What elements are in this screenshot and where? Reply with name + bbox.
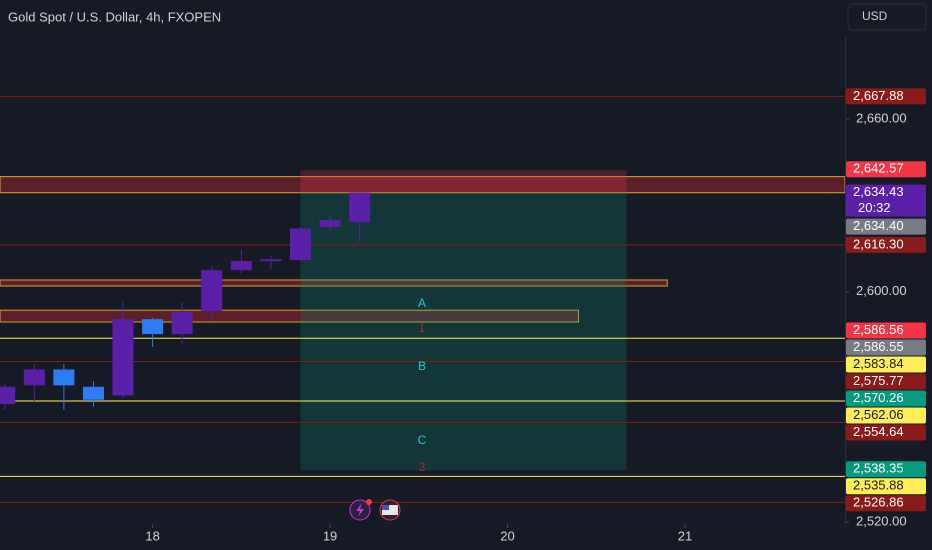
price-label-bg: [846, 339, 926, 356]
annotation: A: [418, 296, 426, 310]
price-axis: [845, 36, 846, 524]
price-label: 2,538.35: [853, 461, 904, 476]
price-label-bg: [846, 373, 926, 390]
flag: [382, 505, 398, 515]
price-label: 2,554.64: [853, 424, 904, 439]
price-label: 2,586.55: [853, 339, 904, 354]
y-tick-label: 2,660.00: [856, 110, 907, 125]
price-label-bg: [846, 88, 926, 105]
price-label: 2,634.40: [853, 218, 904, 233]
y-tick-label: 2,600.00: [856, 283, 907, 298]
x-tick-label: 20: [500, 528, 514, 543]
price-label: 2,570.26: [853, 390, 904, 405]
candle-body: [230, 260, 252, 271]
x-tick-label: 21: [678, 528, 692, 543]
currency-button[interactable]: [847, 3, 927, 31]
price-label-bg: [846, 407, 926, 424]
price-label-bg: [846, 356, 926, 373]
zone: [0, 309, 579, 323]
price-label: 2,535.88: [853, 478, 904, 493]
price-label: 2,616.30: [853, 236, 904, 251]
annotation: 1: [419, 321, 426, 335]
x-tick-label: 19: [323, 528, 337, 543]
price-label: 2,583.84: [853, 356, 904, 371]
event-icons[interactable]: [349, 499, 401, 521]
candle-body: [23, 369, 45, 386]
price-label-bg: [846, 184, 926, 217]
candle-body: [142, 319, 164, 335]
candle-body: [349, 192, 371, 223]
price-label: 2,634.43: [853, 184, 904, 199]
currency[interactable]: USD: [862, 9, 888, 23]
candle-body: [82, 386, 104, 400]
price-label: 2,562.06: [853, 407, 904, 422]
bolt: [356, 503, 364, 517]
target-zone: [300, 192, 627, 471]
y-tick-label: 2,520.00: [856, 514, 907, 529]
price-label-bg: [846, 161, 926, 178]
candle-body: [0, 386, 16, 405]
x-tick-label: 18: [145, 528, 159, 543]
annotation: C: [418, 433, 427, 447]
price-label-bg: [846, 495, 926, 512]
candle-body: [171, 311, 193, 335]
annotation: B: [418, 359, 426, 373]
zone: [0, 279, 668, 287]
dot: [366, 499, 372, 505]
stop-zone: [300, 170, 627, 193]
price-label: 2,575.77: [853, 373, 904, 388]
plot: [0, 95, 846, 503]
price-label-bg: [846, 322, 926, 339]
price-label: 2,526.86: [853, 495, 904, 510]
price-label-bg: [846, 478, 926, 495]
price-label-bg: [846, 424, 926, 441]
price-label: 2,642.57: [853, 161, 904, 176]
countdown: 20:32: [858, 200, 891, 215]
candle-body: [53, 369, 75, 386]
chart-title: Gold Spot / U.S. Dollar, 4h, FXOPEN: [8, 9, 221, 24]
price-label-bg: [846, 461, 926, 478]
annotation: 3: [419, 460, 426, 474]
candle-body: [112, 319, 134, 396]
price-label-bg: [846, 236, 926, 253]
candle-body: [289, 228, 311, 261]
candle-body: [201, 270, 223, 312]
candle-body: [260, 259, 282, 262]
price-label-bg: [846, 218, 926, 235]
price-label: 2,667.88: [853, 88, 904, 103]
price-label-bg: [846, 390, 926, 407]
candle-body: [319, 220, 341, 228]
price-label: 2,586.56: [853, 322, 904, 337]
flag-canton: [382, 505, 389, 510]
